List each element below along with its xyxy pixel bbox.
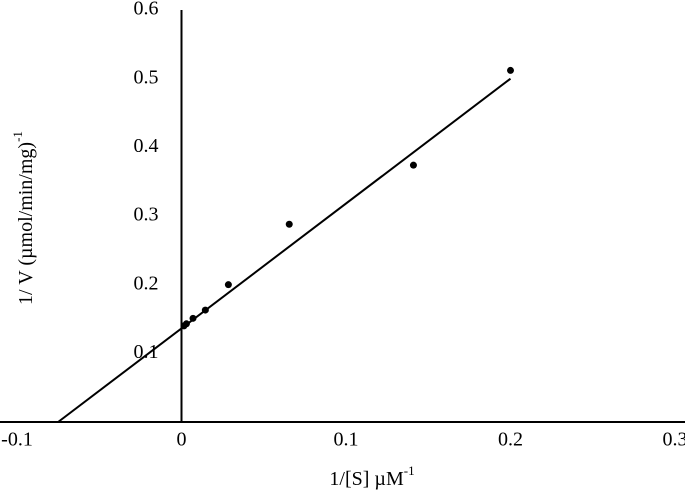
- data-point: [409, 161, 417, 169]
- x-tick-label: 0.1: [334, 429, 359, 451]
- y-tick-label: 0.1: [134, 341, 159, 363]
- x-axis-label: 1/[S] µM-1: [329, 463, 414, 490]
- data-point: [224, 281, 232, 289]
- x-axis-label-sup: -1: [404, 463, 415, 478]
- y-tick-label: 0.3: [134, 204, 159, 226]
- y-tick-label: 0.2: [134, 272, 159, 294]
- y-axis-label-sup: -1: [10, 131, 25, 142]
- x-axis-label-text: 1/[S] µM: [329, 468, 404, 490]
- y-tick-label: 0.6: [134, 0, 159, 20]
- data-point: [507, 66, 514, 74]
- y-tick-label: 0.4: [134, 135, 159, 157]
- x-tick-label: -0.1: [1, 429, 33, 451]
- fit-line: [57, 77, 512, 423]
- y-tick-label: 0.5: [134, 66, 159, 88]
- x-tick-label: 0.2: [498, 429, 523, 451]
- x-tick-label: 0: [177, 429, 187, 451]
- x-tick-label: 0.3: [663, 429, 685, 451]
- data-point: [285, 220, 293, 228]
- y-axis-label: 1/ V (µmol/min/mg)-1: [10, 131, 37, 305]
- y-axis-label-text: 1/ V (µmol/min/mg): [15, 142, 37, 305]
